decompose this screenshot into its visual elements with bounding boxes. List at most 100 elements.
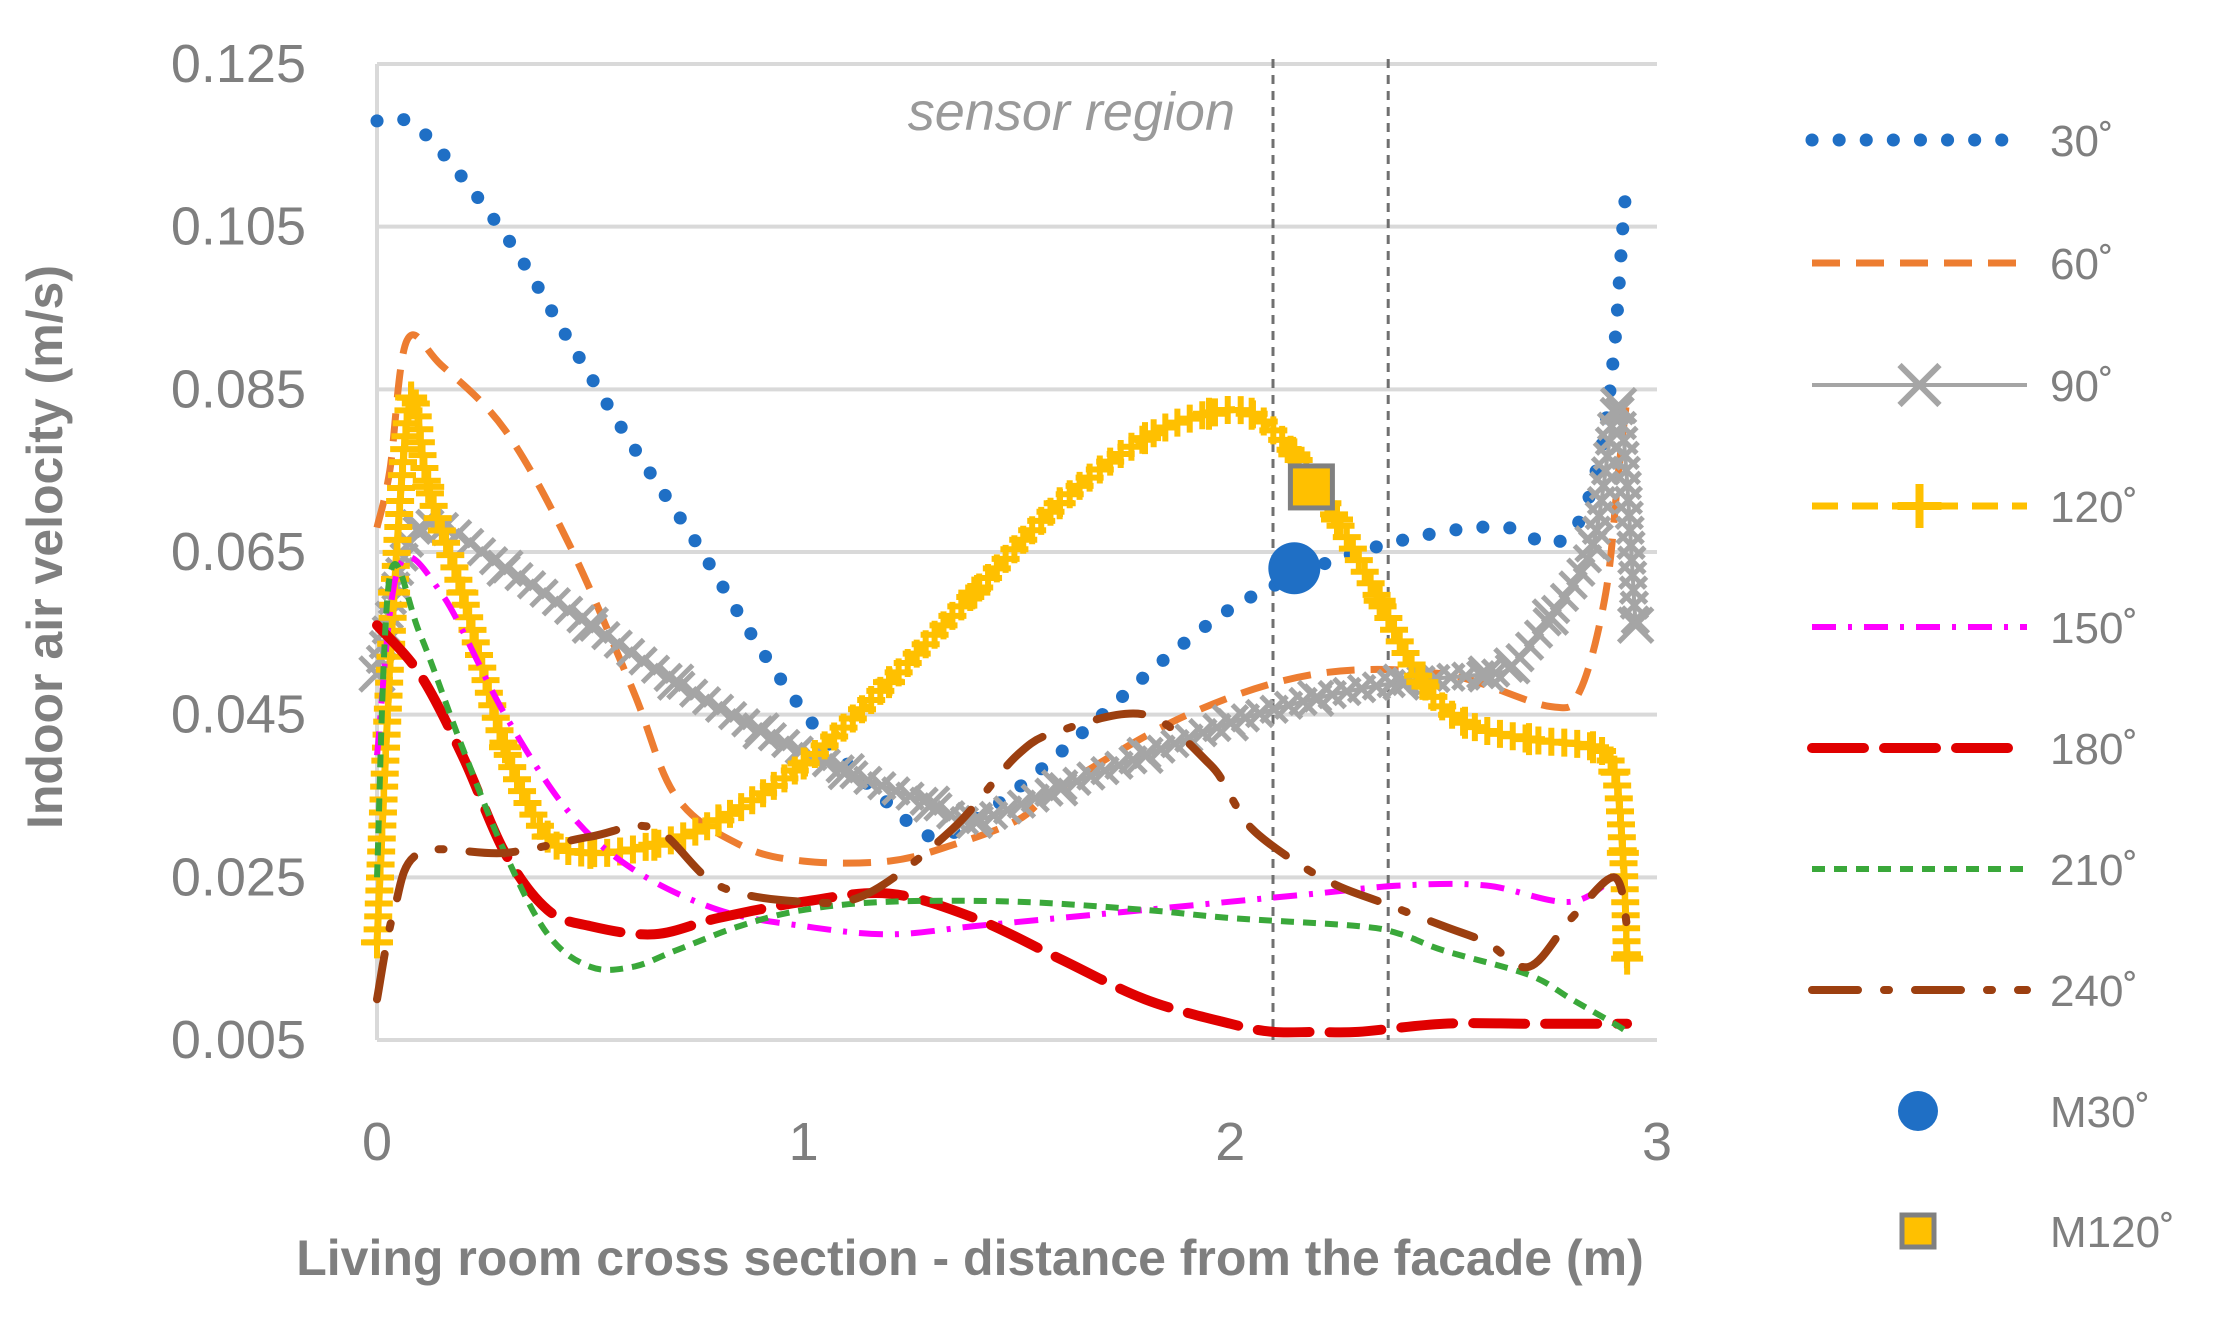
x-axis-title: Living room cross section - distance fro… [296, 1230, 1644, 1286]
sensor-region: sensor region [908, 59, 1390, 1040]
y-tick-label: 0.025 [171, 847, 306, 907]
series-30 [370, 111, 1634, 844]
data-point [1513, 723, 1545, 756]
data-point [412, 470, 445, 503]
x-tick-label: 1 [789, 1112, 819, 1172]
legend: 30˚ 60˚ 90˚ 120˚ 150˚ 180˚ 210˚ 240˚ M30˚ M120˚ [1805, 117, 2175, 1257]
data-point [1523, 619, 1554, 649]
data-point [1363, 584, 1396, 617]
measurement-markers [1268, 463, 1335, 595]
data-point [1449, 706, 1481, 739]
data-point [1163, 408, 1192, 437]
data-point [574, 836, 607, 869]
data-point [486, 549, 524, 588]
data-point [1531, 598, 1570, 636]
legend-item-150: 150˚ [1812, 604, 2138, 653]
data-point [1599, 386, 1638, 425]
data-point [440, 553, 469, 582]
legend-swatch-marker [1897, 484, 1942, 528]
legend-item-210: 210˚ [1812, 846, 2138, 895]
data-point [1493, 647, 1531, 685]
data-point [1321, 503, 1353, 536]
data-point [1616, 606, 1655, 644]
data-point [912, 785, 951, 823]
legend-item-180: 180˚ [1807, 725, 2138, 774]
data-point [958, 576, 991, 609]
data-point [787, 747, 820, 780]
y-tick-labels: 0.125 0.105 0.085 0.065 0.045 0.025 0.005 [171, 34, 306, 1070]
data-point [1620, 605, 1651, 635]
legend-item-240: 240˚ [1808, 967, 2138, 1016]
data-point [419, 491, 448, 520]
data-point [1040, 769, 1079, 807]
y-tick-label: 0.045 [171, 685, 306, 745]
marker-m120 [1287, 463, 1335, 511]
y-tick-label: 0.005 [171, 1010, 306, 1070]
legend-label: 30˚ [2050, 117, 2114, 166]
series-line-210 [374, 561, 1629, 1035]
data-point [702, 804, 735, 837]
legend-item-60: 60˚ [1812, 240, 2114, 289]
data-point [742, 712, 780, 750]
series-60 [373, 331, 1631, 867]
data-point [455, 603, 484, 632]
y-tick-label: 0.105 [171, 197, 306, 257]
series-180 [372, 620, 1633, 1038]
data-point [638, 828, 671, 861]
y-tick-label: 0.085 [171, 359, 306, 419]
data-point [474, 678, 503, 707]
x-tick-labels: 0 1 2 3 [362, 1112, 1672, 1172]
data-point [1175, 404, 1204, 433]
legend-item-M120: M120˚ [1899, 1208, 2175, 1257]
gridlines [377, 62, 1657, 1042]
data-point [485, 716, 514, 745]
series-210 [374, 561, 1629, 1035]
marker-m30 [1268, 542, 1321, 595]
data-point [489, 731, 521, 764]
data-point [1235, 397, 1268, 430]
data-point [571, 606, 610, 644]
x-tick-label: 0 [362, 1112, 392, 1172]
series-line-180 [372, 620, 1633, 1038]
legend-item-30: 30˚ [1805, 117, 2114, 166]
data-point [468, 653, 497, 682]
y-tick-label: 0.125 [171, 34, 306, 94]
legend-item-90: 90˚ [1812, 362, 2114, 411]
data-point [1129, 422, 1161, 455]
data-point [1467, 655, 1506, 693]
data-point [1126, 736, 1164, 775]
series-line-150 [374, 554, 1625, 938]
legend-swatch [1899, 1212, 1937, 1250]
sensor-region-label: sensor region [908, 82, 1235, 142]
series-line-30 [370, 111, 1634, 844]
legend-swatch [1898, 1091, 1938, 1131]
data-point [444, 565, 473, 594]
data-point [1549, 582, 1580, 613]
data-point [1606, 836, 1639, 869]
x-tick-label: 2 [1215, 1112, 1245, 1172]
legend-label: 240˚ [2050, 967, 2138, 1016]
legend-item-M30: M30˚ [1898, 1088, 2150, 1137]
data-point [395, 381, 428, 414]
y-tick-label: 0.065 [171, 522, 306, 582]
legend-label: M120˚ [2050, 1208, 2175, 1257]
data-point [541, 586, 572, 617]
data-point [827, 752, 866, 791]
data-point [1577, 731, 1609, 764]
legend-label: 180˚ [2050, 725, 2138, 774]
series-150 [374, 554, 1625, 938]
data-point [656, 663, 695, 701]
data-point [361, 926, 393, 959]
data-point [1296, 679, 1335, 718]
legend-label: 60˚ [2050, 240, 2114, 289]
data-point [481, 703, 510, 732]
legend-label: 120˚ [2050, 483, 2138, 532]
data-point [446, 576, 479, 609]
data-point [1193, 397, 1225, 430]
data-point [1598, 755, 1631, 788]
y-axis-title: Indoor air velocity (m/s) [17, 265, 73, 829]
data-point [1043, 487, 1076, 520]
legend-swatch-marker [1897, 362, 1942, 408]
series-line-240 [373, 709, 1632, 1004]
